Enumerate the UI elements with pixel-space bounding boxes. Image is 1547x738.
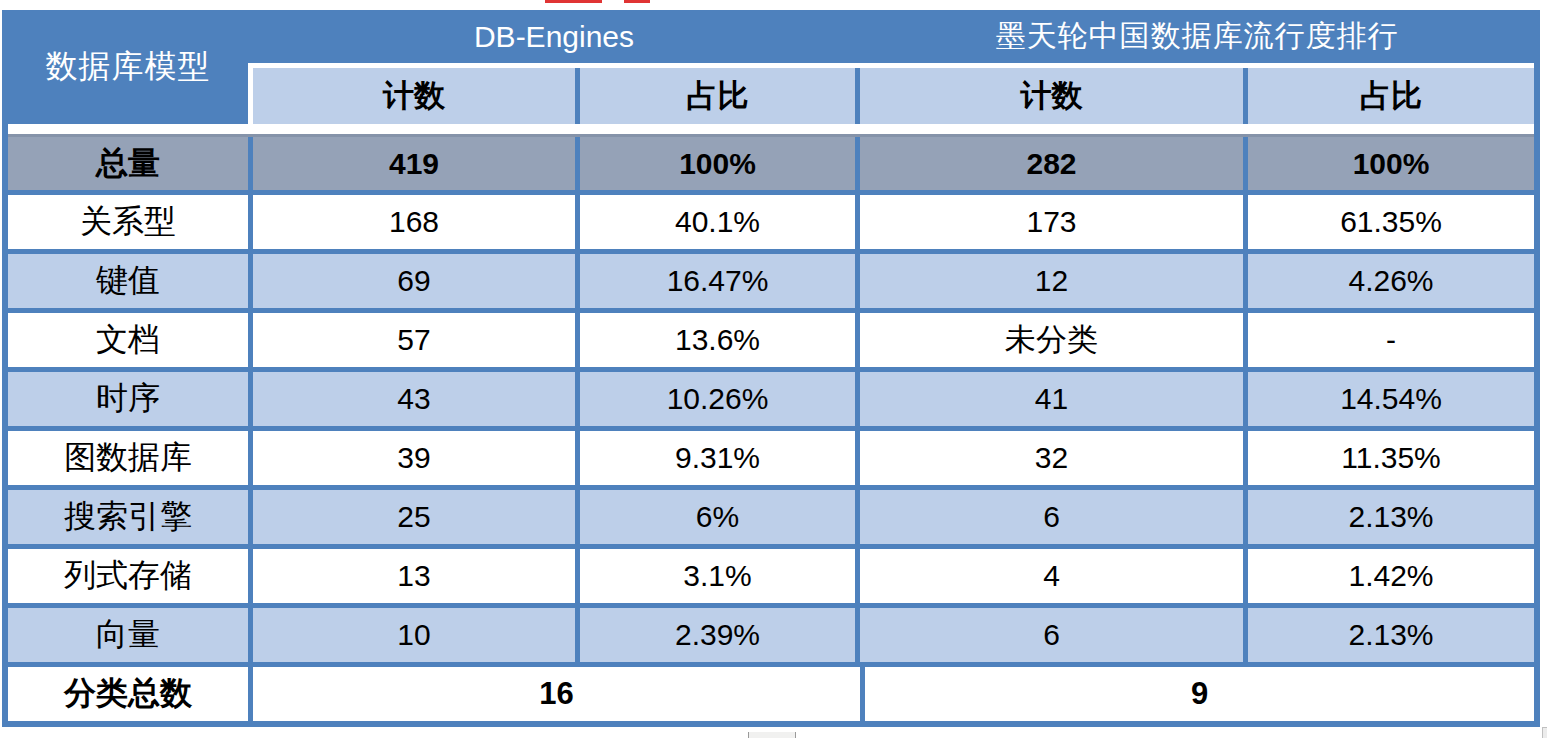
table-row-category-total: 分类总数 16 9: [8, 662, 1534, 721]
row-label: 关系型: [8, 195, 248, 249]
row-label: 列式存储: [8, 549, 248, 603]
row-label: 时序: [8, 372, 248, 426]
table-row: 时序 43 10.26% 41 14.54%: [8, 367, 1534, 426]
table-row: 关系型 168 40.1% 173 61.35%: [8, 190, 1534, 249]
cell-mtl-share: 4.26%: [1243, 254, 1534, 308]
cell-mtl-share: 61.35%: [1243, 195, 1534, 249]
table-row: 向量 10 2.39% 6 2.13%: [8, 603, 1534, 662]
cell-mtl-share: 2.13%: [1243, 490, 1534, 544]
table-row-total: 总量 419 100% 282 100%: [8, 134, 1534, 190]
cell-mtl-count: 32: [855, 431, 1243, 485]
cell-db-count: 168: [248, 195, 575, 249]
header-group-motianlun: 墨天轮中国数据库流行度排行: [860, 10, 1534, 63]
row-label: 文档: [8, 313, 248, 367]
cell-mtl-count: 4: [855, 549, 1243, 603]
table-row: 搜索引擎 25 6% 6 2.13%: [8, 485, 1534, 544]
header-group-db-engines: DB-Engines: [253, 10, 855, 63]
table-row: 键值 69 16.47% 12 4.26%: [8, 249, 1534, 308]
table-row: 图数据库 39 9.31% 32 11.35%: [8, 426, 1534, 485]
subheader-mtl-count: 计数: [855, 68, 1243, 124]
cell-db-share: 16.47%: [575, 254, 855, 308]
cell-db-share: 13.6%: [575, 313, 855, 367]
cell-db-share: 6%: [575, 490, 855, 544]
cell-db-count: 25: [248, 490, 575, 544]
sub-header-row: 计数 占比 计数 占比: [253, 68, 1534, 124]
cell-db-category-total: 16: [248, 667, 860, 721]
red-underline-artifact: [545, 0, 602, 3]
comparison-table: DB-Engines 墨天轮中国数据库流行度排行 数据库模型 计数 占比 计数 …: [2, 10, 1540, 727]
red-underline-artifact: [624, 0, 650, 3]
cell-mtl-category-total: 9: [860, 667, 1534, 721]
table-row: 文档 57 13.6% 未分类 -: [8, 308, 1534, 367]
cell-db-count: 69: [248, 254, 575, 308]
subheader-db-share: 占比: [575, 68, 855, 124]
cell-db-count: 419: [248, 137, 575, 190]
cell-db-share: 9.31%: [575, 431, 855, 485]
cell-mtl-count: 未分类: [855, 313, 1243, 367]
cell-mtl-share: 2.13%: [1243, 608, 1534, 662]
cell-db-count: 13: [248, 549, 575, 603]
cell-db-count: 10: [248, 608, 575, 662]
cell-mtl-share: 11.35%: [1243, 431, 1534, 485]
row-label: 总量: [8, 137, 248, 190]
corner-ui-artifact: [1542, 727, 1547, 738]
cell-mtl-share: 1.42%: [1243, 549, 1534, 603]
cell-mtl-count: 173: [855, 195, 1243, 249]
table-header: DB-Engines 墨天轮中国数据库流行度排行 数据库模型 计数 占比 计数 …: [8, 10, 1534, 124]
subheader-mtl-share: 占比: [1243, 68, 1534, 124]
cell-mtl-count: 6: [855, 608, 1243, 662]
row-label: 向量: [8, 608, 248, 662]
cell-db-share: 3.1%: [575, 549, 855, 603]
cell-mtl-count: 282: [855, 137, 1243, 190]
cell-db-count: 39: [248, 431, 575, 485]
cell-mtl-count: 12: [855, 254, 1243, 308]
cell-mtl-share: 100%: [1243, 137, 1534, 190]
cell-mtl-share: -: [1243, 313, 1534, 367]
scrollbar-thumb-artifact[interactable]: [748, 732, 796, 738]
cell-db-share: 40.1%: [575, 195, 855, 249]
table-row: 列式存储 13 3.1% 4 1.42%: [8, 544, 1534, 603]
header-corner-model: 数据库模型: [8, 10, 248, 124]
cell-db-share: 10.26%: [575, 372, 855, 426]
cell-mtl-share: 14.54%: [1243, 372, 1534, 426]
header-gap: [8, 124, 1534, 134]
cell-mtl-count: 41: [855, 372, 1243, 426]
row-label: 图数据库: [8, 431, 248, 485]
cell-db-share: 2.39%: [575, 608, 855, 662]
row-label: 搜索引擎: [8, 490, 248, 544]
cell-mtl-count: 6: [855, 490, 1243, 544]
cell-db-count: 43: [248, 372, 575, 426]
cell-db-share: 100%: [575, 137, 855, 190]
subheader-db-count: 计数: [253, 68, 575, 124]
row-label: 分类总数: [8, 667, 248, 721]
cell-db-count: 57: [248, 313, 575, 367]
row-label: 键值: [8, 254, 248, 308]
